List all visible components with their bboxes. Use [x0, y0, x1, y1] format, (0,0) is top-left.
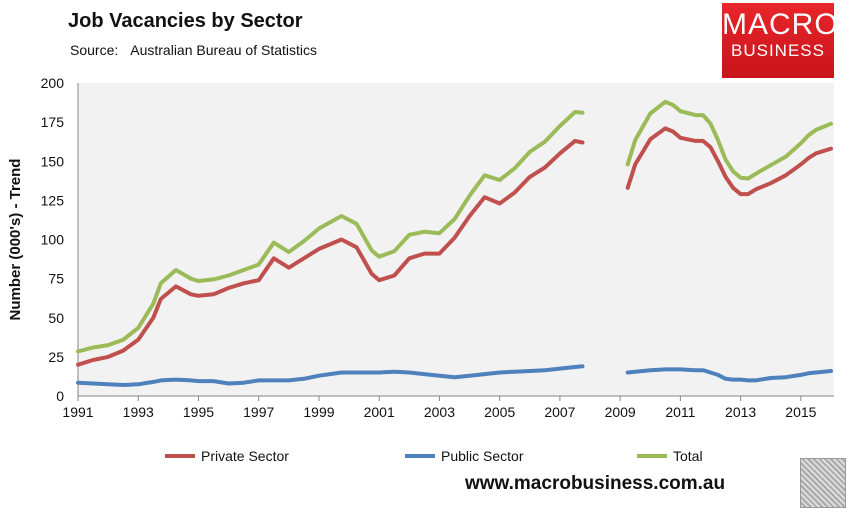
x-tick-label: 2015 [785, 404, 816, 420]
series-line-public-segment-2 [625, 367, 833, 383]
x-tick-label: 2013 [725, 404, 756, 420]
x-tick-label: 2005 [484, 404, 515, 420]
chart-title: Job Vacancies by Sector [68, 10, 303, 32]
y-tick-label: 25 [48, 349, 64, 365]
legend-label-total: Total [673, 448, 703, 464]
y-tick-label: 200 [41, 75, 65, 91]
y-tick-label: 175 [41, 114, 65, 130]
wolf-logo-image [800, 458, 846, 508]
x-tick-label: 1993 [123, 404, 154, 420]
x-tick-label: 1997 [243, 404, 274, 420]
logo-line1: MACRO [722, 8, 839, 41]
y-tick-label: 100 [41, 232, 65, 248]
website-url: www.macrobusiness.com.au [465, 473, 726, 494]
y-tick-label: 0 [56, 388, 64, 404]
x-tick-label: 1999 [303, 404, 334, 420]
y-tick-label: 150 [41, 153, 65, 169]
y-tick-label: 75 [48, 271, 64, 287]
y-tick-label: 50 [48, 310, 64, 326]
series-line-total-segment-2 [625, 99, 833, 181]
x-tick-label: 2009 [605, 404, 636, 420]
source-text: Australian Bureau of Statistics [130, 42, 318, 58]
legend-label-public: Public Sector [441, 448, 524, 464]
x-tick-label: 2007 [544, 404, 575, 420]
series-line-private-segment-1 [76, 138, 585, 367]
x-tick-label: 2003 [424, 404, 455, 420]
source-label: Source: [70, 42, 119, 58]
logo-line2: BUSINESS [731, 41, 825, 60]
plot-area [78, 83, 834, 396]
macrobusiness-logo: MACRO BUSINESS [722, 3, 839, 78]
x-tick-label: 2001 [364, 404, 395, 420]
y-tick-label: 125 [41, 192, 65, 208]
series-line-total-segment-1 [76, 110, 585, 354]
legend-label-private: Private Sector [201, 448, 289, 464]
series-line-public-segment-1 [76, 364, 585, 387]
series-line-private-segment-2 [625, 126, 833, 197]
chart-source: Source: Australian Bureau of Statistics [70, 42, 329, 58]
x-tick-label: 1995 [183, 404, 214, 420]
y-axis-label: Number (000's) - Trend [7, 159, 24, 321]
x-tick-label: 1991 [62, 404, 93, 420]
x-tick-label: 2011 [665, 404, 695, 420]
